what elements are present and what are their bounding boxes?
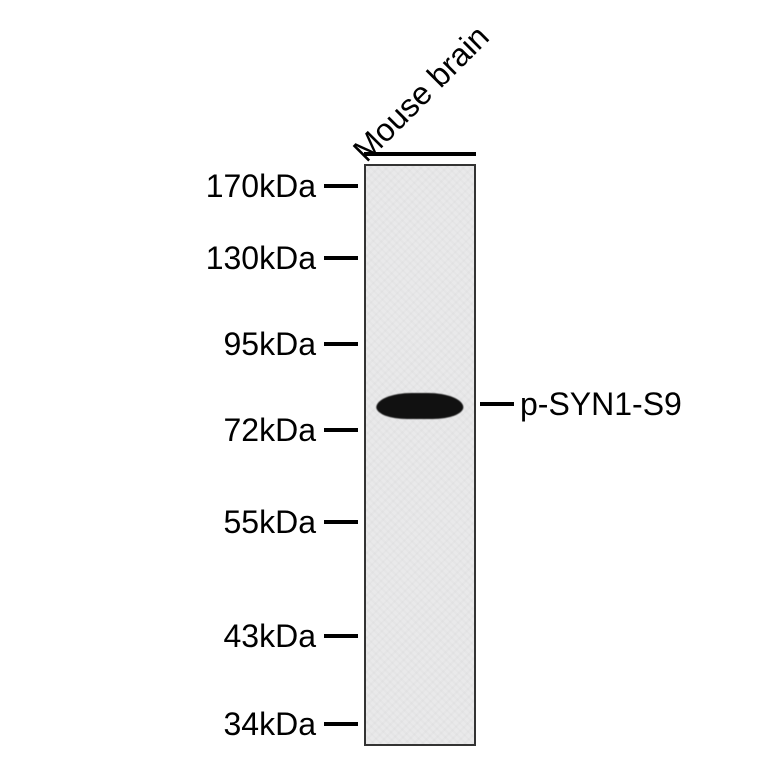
lane-sample-label: Mouse brain — [346, 18, 496, 168]
marker-label: 170kDa — [206, 168, 316, 205]
gel-noise — [366, 166, 474, 744]
marker-label: 130kDa — [206, 240, 316, 277]
lane-underline — [364, 152, 476, 156]
marker-label: 55kDa — [224, 504, 317, 541]
band-label: p-SYN1-S9 — [520, 386, 682, 423]
marker-label: 43kDa — [224, 618, 317, 655]
marker-tick — [324, 184, 358, 188]
marker-tick — [324, 256, 358, 260]
marker-label: 34kDa — [224, 706, 317, 743]
marker-tick — [324, 520, 358, 524]
marker-label: 95kDa — [224, 326, 317, 363]
marker-tick — [324, 722, 358, 726]
marker-tick — [324, 428, 358, 432]
marker-label: 72kDa — [224, 412, 317, 449]
gel-lane — [364, 164, 476, 746]
marker-tick — [324, 634, 358, 638]
figure-canvas: Mouse brain 170kDa 130kDa 95kDa 72kDa 55kDa 4… — [0, 0, 764, 764]
marker-tick — [324, 342, 358, 346]
protein-band — [376, 393, 463, 419]
band-tick — [480, 402, 514, 406]
lane-label-wrap: Mouse brain — [346, 18, 497, 169]
